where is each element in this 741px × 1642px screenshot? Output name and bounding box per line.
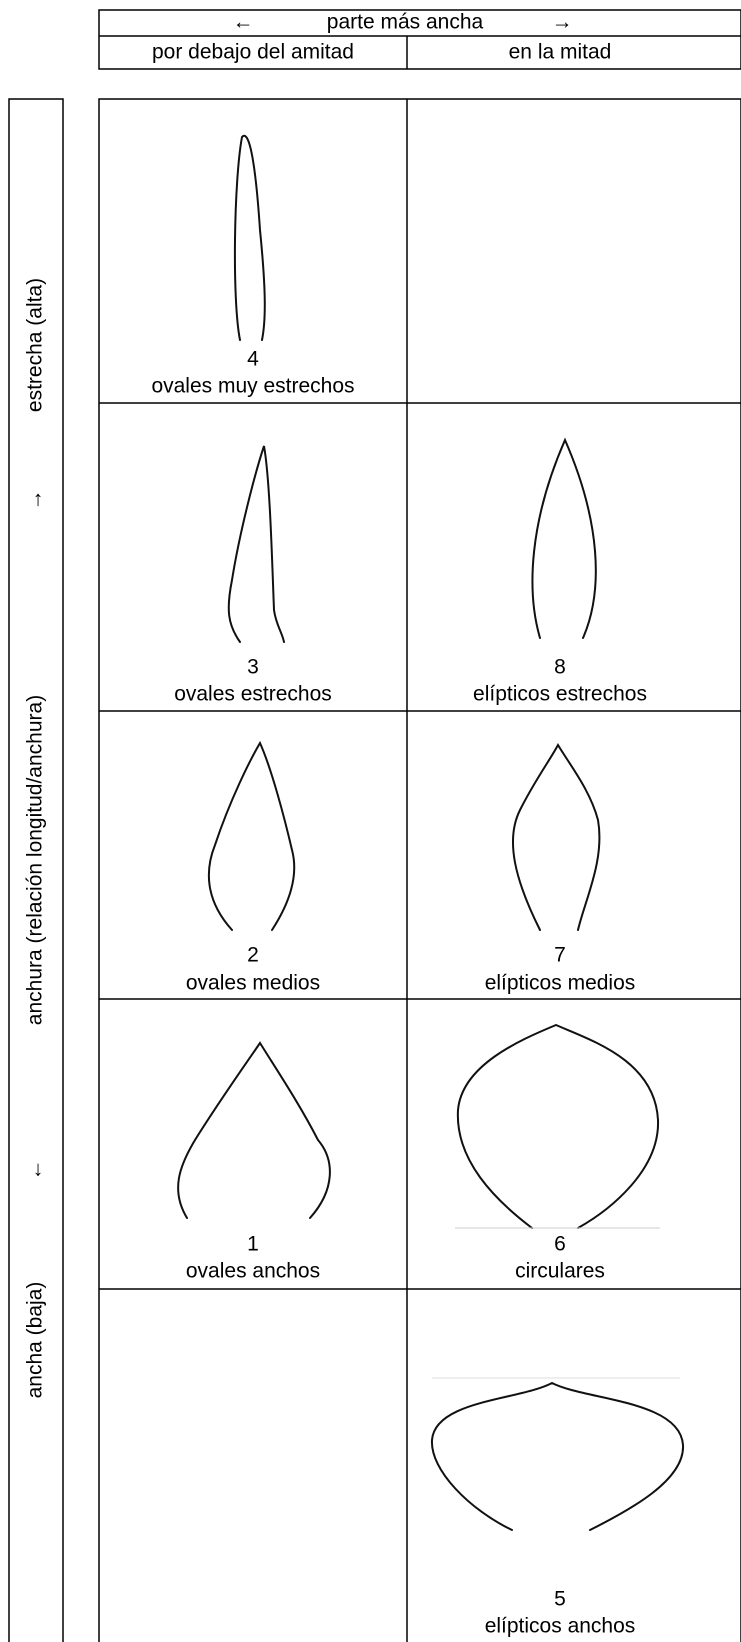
column-header: en la mitad [509,41,612,64]
leaf-outline [531,437,597,639]
leaf-outline [227,445,285,643]
shape-number: 4 [247,348,259,371]
leaf-outline [430,1381,685,1531]
shape-label: ovales muy estrechos [151,375,354,398]
header-arrow-right: → [552,11,573,34]
side-arrow: ← [24,1160,47,1181]
header-arrow-left: ← [233,11,254,34]
leaf-outline [456,1023,660,1229]
side-arrow: → [24,490,47,511]
column-header: por debajo del amitad [152,41,354,64]
shape-number: 6 [554,1233,566,1256]
shape-label: ovales estrechos [174,683,332,706]
leaf-outline [511,742,601,931]
side-label: estrecha (alta) [24,278,47,412]
header-frame [98,9,741,70]
side-frame [8,98,64,1642]
shape-number: 5 [554,1588,566,1611]
shape-number: 7 [554,944,566,967]
shape-label: elípticos estrechos [473,683,647,706]
grid-frame [98,98,741,1642]
leaf-outline [207,740,296,931]
side-label: anchura (relación longitud/anchura) [24,695,47,1025]
shape-number: 8 [554,656,566,679]
shape-number: 3 [247,656,259,679]
leaf-outline [177,1041,331,1219]
side-label: ancha (baja) [24,1282,47,1399]
shape-label: circulares [515,1260,605,1283]
header-title: parte más ancha [327,11,484,34]
shape-number: 2 [247,944,259,967]
shape-number: 1 [247,1233,259,1256]
shape-label: elípticos anchos [485,1615,636,1638]
shape-label: ovales anchos [186,1260,320,1283]
leaf-outline [233,134,266,341]
shape-label: elípticos medios [485,972,636,995]
shape-label: ovales medios [186,972,320,995]
